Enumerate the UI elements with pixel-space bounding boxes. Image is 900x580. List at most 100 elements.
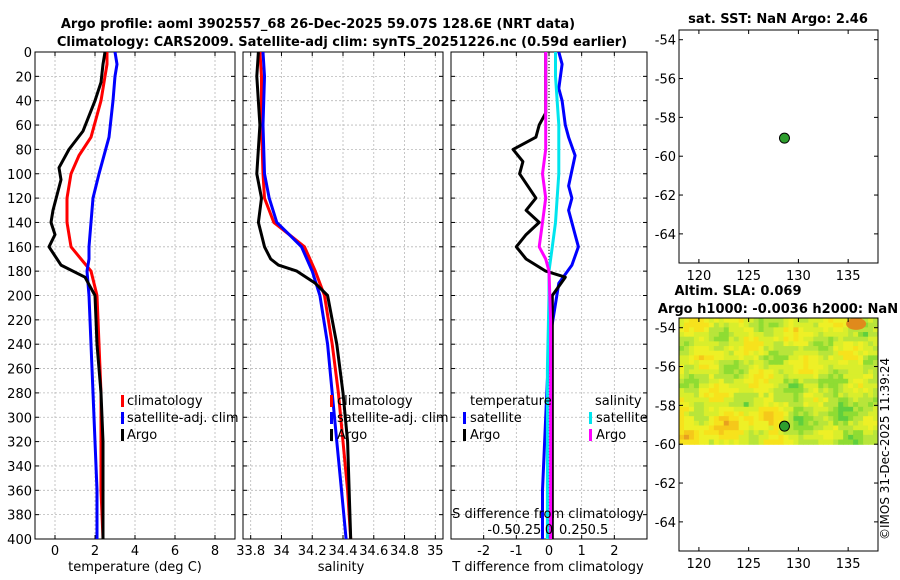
sla-cell [813, 397, 819, 403]
sla-cell [838, 360, 844, 366]
sla-cell [688, 420, 695, 427]
sla-cell [758, 341, 765, 347]
sla-cell [838, 392, 844, 399]
sla-cell [738, 420, 745, 427]
sla-cell [743, 402, 750, 408]
sla-cell [743, 327, 750, 333]
sla-cell [718, 341, 725, 347]
sla-cell [808, 336, 814, 342]
sla-cell [693, 425, 700, 431]
sla-cell [803, 406, 809, 413]
sla-cell [728, 383, 735, 389]
sla-cell [843, 406, 849, 413]
sla-cell [863, 341, 869, 347]
sla-cell [708, 374, 715, 380]
sla-cell [813, 369, 819, 375]
sla-cell [708, 406, 715, 413]
sla-cell [703, 378, 710, 385]
sla-cell [768, 364, 775, 371]
sla-cell [858, 341, 864, 347]
sla-cell [843, 425, 849, 431]
sla-cell [773, 402, 780, 408]
sla-cell [793, 336, 799, 342]
sla-cell [763, 425, 770, 431]
sla-cell [723, 318, 730, 324]
sla-cell [693, 378, 700, 385]
sla-cell [818, 322, 824, 328]
difference-top-xlabel: S difference from climatology [452, 507, 644, 522]
sla-cell [833, 383, 839, 389]
sla-cell [758, 327, 765, 333]
sla-cell [803, 360, 809, 366]
sla-cell [853, 350, 859, 356]
sla-cell [688, 411, 695, 417]
sla-cell [723, 406, 730, 413]
sla-cell [813, 378, 819, 385]
sla-cell [683, 430, 690, 436]
sla-cell [708, 360, 715, 366]
sla-cell [743, 430, 750, 436]
sla-cell [698, 383, 705, 389]
sla-cell [818, 439, 824, 445]
sla-cell [803, 341, 809, 347]
sla-cell [713, 406, 720, 413]
sla-cell [848, 402, 854, 408]
sla-cell [808, 388, 814, 394]
sla-cell [728, 397, 735, 403]
sla-cell [763, 350, 770, 356]
sla-cell [763, 355, 770, 361]
sla-cell [793, 318, 799, 324]
sla-cell [838, 322, 844, 328]
sla-cell [853, 406, 859, 413]
sla-cell [833, 364, 839, 371]
sla-cell [713, 383, 720, 389]
sla-cell [813, 439, 819, 445]
sla-cell [793, 388, 799, 394]
sla-cell [693, 355, 700, 361]
sla-cell [853, 369, 859, 375]
sla-cell [683, 374, 690, 380]
sla-cell [743, 420, 750, 427]
sla-cell [713, 369, 720, 375]
sla-cell [713, 397, 720, 403]
sla-cell [773, 392, 780, 399]
sla-cell [798, 416, 804, 422]
sla-cell [838, 411, 844, 417]
y-tick-label: 60 [15, 119, 32, 134]
sla-cell [798, 434, 804, 441]
sla-cell [703, 397, 710, 403]
sla-cell [808, 430, 814, 436]
sla-cell [803, 322, 809, 328]
sla-cell [813, 322, 819, 328]
x-tick-label: 0 [545, 544, 553, 559]
sla-cell [718, 332, 725, 338]
sla-cell [698, 430, 705, 436]
sla-cell [783, 374, 790, 380]
sla-cell [763, 402, 770, 408]
legend-swatch-satellite [330, 412, 333, 424]
sla-cell [873, 434, 878, 441]
sla-cell [828, 374, 834, 380]
sla-cell [688, 355, 695, 361]
sla-cell [823, 360, 829, 366]
sla-cell [813, 392, 819, 399]
sla-cell [773, 360, 780, 366]
sla-cell [723, 322, 730, 328]
sla-cell [679, 336, 685, 342]
sla-cell [853, 378, 859, 385]
sla-cell [679, 374, 685, 380]
sla-cell [758, 355, 765, 361]
sla-cell [823, 369, 829, 375]
sla-cell [723, 434, 730, 441]
sla-cell [873, 425, 878, 431]
sla-cell [858, 416, 864, 422]
sla-cell [853, 388, 859, 394]
sla-cell [728, 416, 735, 422]
sla-cell [763, 318, 770, 324]
sla-cell [838, 388, 844, 394]
sla-cell [873, 322, 878, 328]
sla-cell [853, 402, 859, 408]
y-tick-label: -62 [655, 189, 676, 204]
sla-cell [763, 420, 770, 427]
sla-cell [853, 434, 859, 441]
